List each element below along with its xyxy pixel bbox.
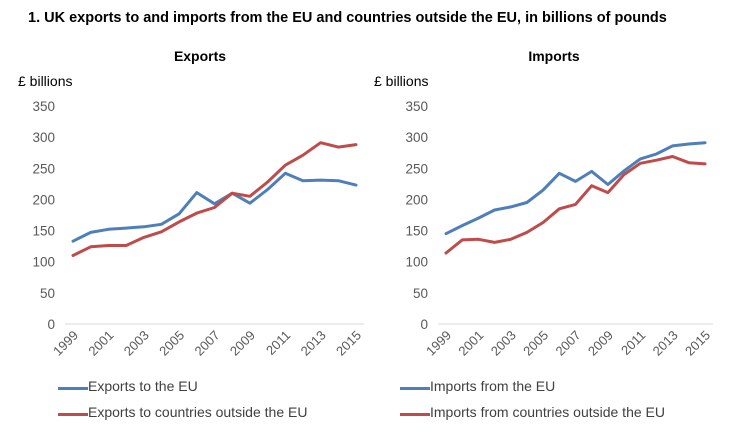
y-axis-label: £ billions: [374, 73, 428, 89]
y-tick-label: 250: [405, 161, 428, 176]
y-tick-label: 350: [405, 99, 428, 114]
x-tick-label: 2011: [618, 328, 648, 358]
legend-swatch-eu: [400, 387, 430, 390]
y-tick-label: 50: [413, 286, 428, 301]
y-tick-label: 0: [420, 317, 428, 332]
y-tick-label: 300: [32, 130, 55, 145]
series-line-eu: [71, 171, 358, 243]
y-tick-label: 50: [40, 286, 55, 301]
y-tick-label: 100: [405, 255, 428, 270]
y-tick-label: 350: [32, 99, 55, 114]
x-tick-label: 2015: [333, 328, 364, 359]
x-tick-label: 2007: [192, 328, 223, 359]
y-tick-label: 200: [405, 192, 428, 207]
chart-title: Exports: [174, 48, 226, 64]
exports-chart: Exports £ billions 0 50 100 150 200 250 300 350 19…: [18, 48, 364, 359]
x-tick-label: 2003: [488, 328, 519, 359]
x-tick-label: 2001: [455, 328, 486, 359]
y-axis-label: £ billions: [18, 73, 72, 89]
imports-chart: Imports £ billions 0 50 100 150 200 250 300 350 19…: [374, 48, 713, 359]
y-tick-label: 150: [32, 224, 55, 239]
series-line-non-eu: [444, 155, 707, 255]
legend-swatch-non-eu: [58, 413, 88, 416]
x-tick-label: 2013: [298, 328, 329, 359]
exports-panel: Exports £ billions 0 50 100 150 200 250 300 350 19…: [0, 0, 372, 439]
series-line-non-eu: [71, 141, 358, 257]
series-line-eu: [444, 141, 707, 236]
x-tick-label: 2001: [85, 328, 116, 359]
y-tick-label: 250: [32, 161, 55, 176]
legend-label: Imports from countries outside the EU: [430, 404, 665, 420]
y-tick-label: 0: [47, 317, 55, 332]
x-tick-label: 2009: [585, 328, 616, 359]
x-tick-label: 2013: [650, 328, 681, 359]
y-tick-label: 200: [32, 192, 55, 207]
x-tick-label: 2015: [682, 328, 713, 359]
legend-label: Exports to countries outside the EU: [88, 404, 308, 420]
imports-panel: Imports £ billions 0 50 100 150 200 250 300 350 19…: [372, 0, 744, 439]
x-tick-label: 1999: [423, 328, 454, 359]
x-tick-label: 2003: [121, 328, 152, 359]
legend-label: Imports from the EU: [430, 378, 556, 394]
x-tick-label: 2005: [156, 328, 187, 359]
x-tick-label: 2007: [553, 328, 584, 359]
x-tick-label: 1999: [50, 328, 81, 359]
y-tick-label: 300: [405, 130, 428, 145]
x-tick-label: 2009: [227, 328, 258, 359]
x-tick-label: 2011: [263, 328, 293, 358]
x-tick-label: 2005: [520, 328, 551, 359]
legend-swatch-eu: [58, 387, 88, 390]
legend-label: Exports to the EU: [88, 378, 198, 394]
y-tick-label: 100: [32, 255, 55, 270]
chart-title: Imports: [528, 48, 580, 64]
legend-swatch-non-eu: [400, 413, 430, 416]
y-tick-label: 150: [405, 224, 428, 239]
figure-title: 1. UK exports to and imports from the EU…: [28, 10, 667, 26]
